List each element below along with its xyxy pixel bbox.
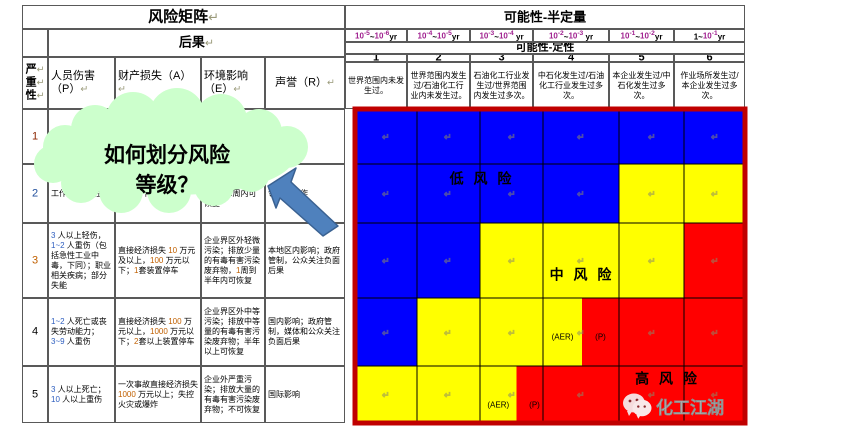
- svg-text:↵: ↵: [577, 256, 585, 266]
- svg-text:化工江湖: 化工江湖: [656, 398, 724, 418]
- svg-text:↵: ↵: [444, 390, 452, 400]
- svg-text:↵: ↵: [382, 256, 390, 266]
- svg-text:↵: ↵: [382, 390, 390, 400]
- svg-text:↵: ↵: [382, 132, 390, 142]
- svg-text:等级？: 等级？: [136, 173, 199, 197]
- svg-text:↵: ↵: [444, 189, 452, 199]
- svg-text:↵: ↵: [508, 256, 516, 266]
- svg-text:↵: ↵: [648, 189, 656, 199]
- svg-text:↵: ↵: [444, 132, 452, 142]
- svg-text:↵: ↵: [711, 189, 719, 199]
- svg-text:↵: ↵: [648, 132, 656, 142]
- svg-text:↵: ↵: [648, 328, 656, 338]
- svg-text:如何划分风险: 如何划分风险: [104, 143, 231, 167]
- svg-text:↵: ↵: [648, 256, 656, 266]
- svg-text:↵: ↵: [711, 132, 719, 142]
- svg-text:↵: ↵: [382, 328, 390, 338]
- svg-text:↵: ↵: [577, 390, 585, 400]
- svg-text:↵: ↵: [577, 189, 585, 199]
- svg-text:↵: ↵: [444, 256, 452, 266]
- svg-text:↵: ↵: [508, 328, 516, 338]
- svg-text:↵: ↵: [711, 256, 719, 266]
- svg-text:↵: ↵: [508, 132, 516, 142]
- svg-text:↵: ↵: [711, 328, 719, 338]
- svg-text:↵: ↵: [508, 189, 516, 199]
- svg-text:↵: ↵: [382, 189, 390, 199]
- svg-text:↵: ↵: [444, 328, 452, 338]
- svg-text:↵: ↵: [577, 132, 585, 142]
